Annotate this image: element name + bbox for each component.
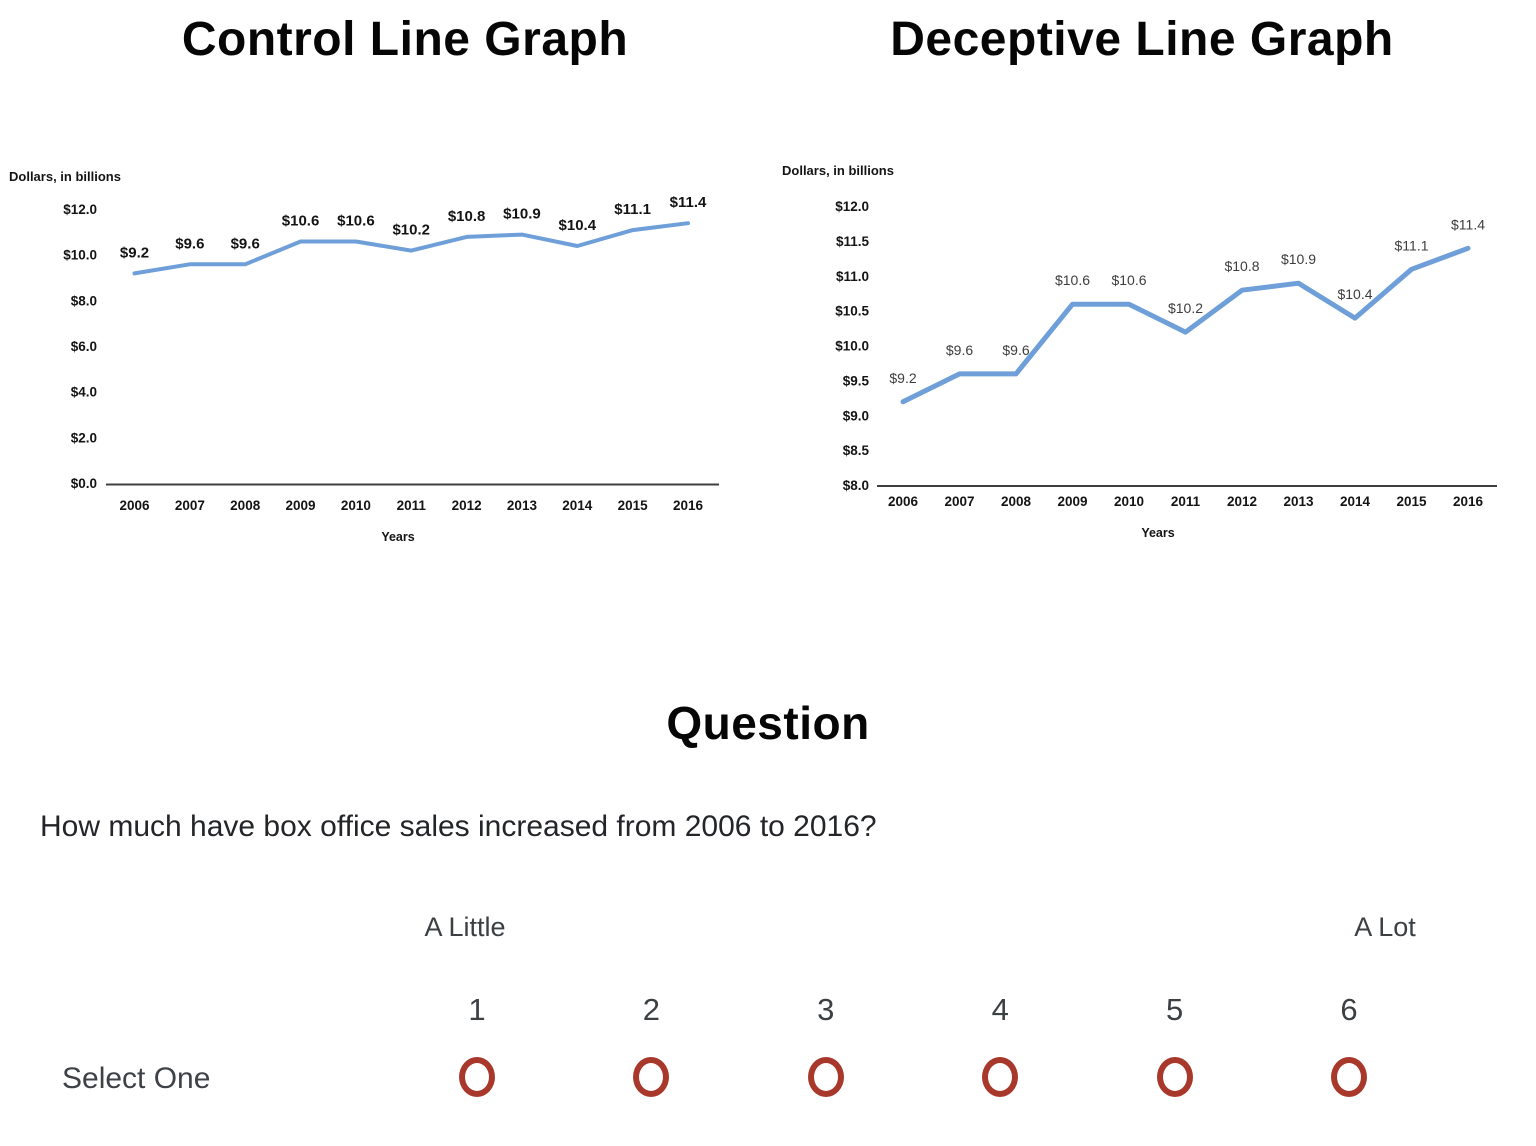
- x-tick-label: 2009: [1057, 494, 1087, 509]
- x-tick-label: 2010: [1114, 494, 1144, 509]
- data-point-label: $9.6: [231, 235, 260, 252]
- deceptive-line-graph: Dollars, in billions $12.0 $11.5 $11.0 $10.5…: [782, 163, 1497, 540]
- deceptive-chart-title: Deceptive Line Graph: [890, 13, 1394, 66]
- data-point-label: $9.6: [1002, 342, 1029, 358]
- data-point-label: $11.4: [1451, 216, 1485, 232]
- x-tick-label: 2009: [286, 498, 316, 513]
- control-chart-title: Control Line Graph: [181, 13, 629, 66]
- scale-anchor-a-lot: A Lot: [1354, 912, 1416, 942]
- y-tick-label: $8.0: [71, 293, 97, 308]
- y-tick-label: $4.0: [71, 385, 97, 400]
- radio-option-2[interactable]: [633, 1057, 670, 1097]
- x-tick-label: 2006: [119, 498, 150, 513]
- data-point-label: $10.6: [282, 212, 320, 229]
- x-tick-label: 2011: [397, 498, 427, 513]
- y-axis-label: Dollars, in billions: [782, 163, 894, 178]
- y-tick-label: $11.0: [836, 269, 869, 284]
- scale-number-4: 4: [991, 992, 1009, 1027]
- x-tick-label: 2007: [944, 494, 974, 509]
- y-tick-label: $8.5: [843, 443, 870, 458]
- x-tick-label: 2013: [507, 498, 538, 513]
- x-tick-label: 2008: [230, 498, 261, 513]
- x-tick-label: 2016: [1453, 494, 1484, 509]
- y-tick-label: $10.0: [63, 248, 97, 263]
- radio-option-6[interactable]: [1331, 1057, 1367, 1097]
- y-tick-label: $12.0: [63, 202, 97, 217]
- scale-number-6: 6: [1340, 992, 1358, 1027]
- data-point-label: $9.6: [175, 235, 204, 252]
- data-point-label: $11.1: [614, 201, 651, 218]
- scale-number-3: 3: [817, 992, 835, 1027]
- data-point-label: $10.2: [392, 222, 430, 239]
- question-text: How much have box office sales increased…: [40, 810, 877, 843]
- data-point-label: $10.8: [1224, 258, 1259, 274]
- data-line: [132, 221, 690, 276]
- x-tick-label: 2007: [175, 498, 205, 513]
- data-point-label: $10.8: [448, 208, 486, 225]
- x-tick-label: 2012: [452, 498, 482, 513]
- x-tick-label: 2011: [1171, 494, 1201, 509]
- data-point-label: $11.1: [1395, 237, 1429, 253]
- data-point-label: $9.6: [946, 342, 973, 358]
- data-point-label: $10.4: [1337, 286, 1372, 302]
- y-axis-label: Dollars, in billions: [9, 169, 121, 184]
- data-point-label: $10.9: [503, 206, 541, 223]
- x-tick-label: 2008: [1001, 494, 1032, 509]
- y-tick-label: $11.5: [836, 234, 870, 249]
- data-point-label: $10.6: [337, 212, 375, 229]
- scale-number-1: 1: [468, 992, 486, 1027]
- data-point-label: $10.9: [1281, 251, 1316, 267]
- y-tick-label: $0.0: [71, 476, 97, 491]
- data-point-label: $10.2: [1168, 300, 1203, 316]
- x-tick-label: 2015: [1396, 494, 1427, 509]
- x-tick-label: 2013: [1283, 494, 1314, 509]
- y-tick-label: $6.0: [71, 339, 97, 354]
- data-point-label: $10.6: [1111, 272, 1146, 288]
- radio-option-1[interactable]: [459, 1057, 495, 1097]
- control-line-graph: Dollars, in billions $12.0 $10.0 $8.0 $6.0 $4…: [9, 169, 719, 544]
- x-axis-label: Years: [1141, 526, 1174, 540]
- scale-anchor-a-little: A Little: [424, 912, 506, 942]
- data-point-label: $11.4: [670, 194, 707, 211]
- radio-option-5[interactable]: [1156, 1057, 1193, 1097]
- x-axis-label: Years: [381, 530, 414, 544]
- data-point-label: $10.6: [1055, 272, 1090, 288]
- radio-option-4[interactable]: [982, 1057, 1019, 1097]
- data-point-label: $10.4: [559, 217, 597, 234]
- y-tick-label: $12.0: [835, 199, 869, 214]
- y-tick-label: $9.0: [843, 408, 869, 423]
- radio-option-3[interactable]: [807, 1057, 844, 1097]
- x-tick-label: 2016: [673, 498, 704, 513]
- y-tick-label: $10.0: [835, 339, 869, 354]
- scale-number-2: 2: [642, 992, 661, 1027]
- y-tick-label: $9.5: [843, 373, 870, 388]
- x-tick-label: 2015: [618, 498, 649, 513]
- question-heading: Question: [666, 697, 870, 749]
- y-tick-label: $10.5: [835, 304, 869, 319]
- x-tick-label: 2014: [562, 498, 593, 513]
- scale-number-5: 5: [1165, 992, 1184, 1027]
- y-tick-label: $8.0: [843, 478, 869, 493]
- data-point-label: $9.2: [120, 244, 149, 261]
- select-one-label: Select One: [62, 1062, 211, 1095]
- data-point-label: $9.2: [889, 370, 916, 386]
- y-tick-label: $2.0: [71, 430, 97, 445]
- x-tick-label: 2010: [341, 498, 371, 513]
- x-tick-label: 2014: [1340, 494, 1371, 509]
- x-tick-label: 2006: [888, 494, 919, 509]
- data-line: [900, 245, 1471, 405]
- x-tick-label: 2012: [1227, 494, 1257, 509]
